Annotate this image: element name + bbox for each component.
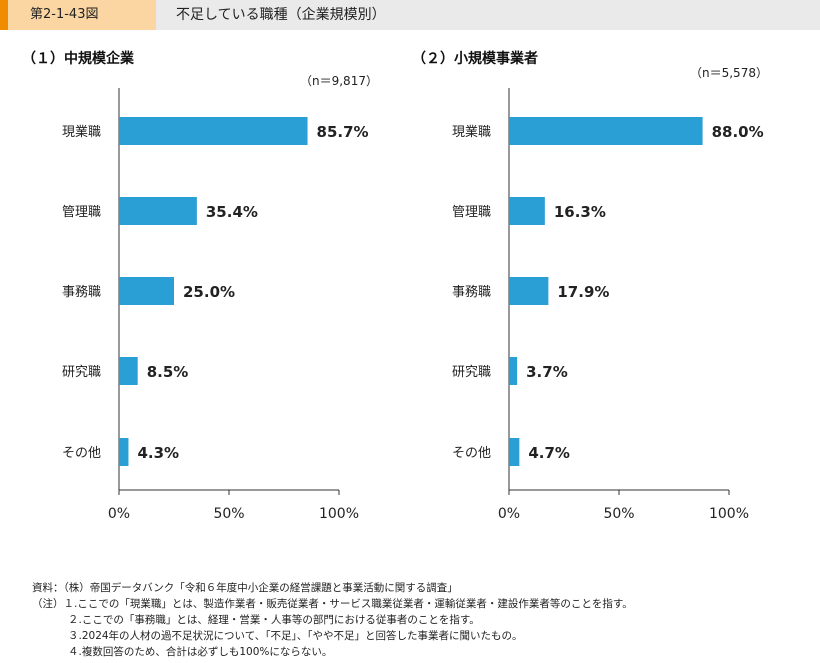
medium-value-label: 35.4% xyxy=(206,203,258,221)
note-4: ４.複数回答のため、合計は必ずしも100%にならない。 xyxy=(68,646,333,658)
medium-value-label: 4.3% xyxy=(137,444,179,462)
small-category-label: 現業職 xyxy=(452,124,491,140)
small-tick-label: 50% xyxy=(603,506,634,522)
bar-charts: 0% 50% 100% 現業職 85.7% 管理職 35.4% 事務職 25.0% 研究職 8.5%… xyxy=(62,88,764,522)
small-category-label: 管理職 xyxy=(452,205,491,220)
small-bar xyxy=(509,197,545,225)
medium-category-label: 管理職 xyxy=(62,205,101,220)
note-1: （注）１.ここでの「現業職」とは、製造作業者・販売従業者・サービス職業従業者・運… xyxy=(32,598,633,610)
medium-value-label: 8.5% xyxy=(147,363,189,381)
small-tick-label: 100% xyxy=(709,506,749,522)
small-value-label: 17.9% xyxy=(557,283,609,301)
sample-size-medium: （n＝9,817） xyxy=(300,74,378,88)
notes: 資料：（株）帝国データバンク「令和６年度中小企業の経営課題と事業活動に関する調査… xyxy=(32,580,633,660)
medium-category-label: 研究職 xyxy=(62,365,101,380)
medium-bar xyxy=(119,277,174,305)
header-accent-bar xyxy=(0,0,8,30)
note-2: ２.ここでの「事務職」とは、経理・営業・人事等の部門における従事者のことを指す。 xyxy=(68,614,480,626)
small-category-label: その他 xyxy=(452,446,491,461)
medium-bar xyxy=(119,438,129,466)
small-value-label: 16.3% xyxy=(554,203,606,221)
small-value-label: 3.7% xyxy=(526,363,568,381)
figure-header: 第2-1-43図 不足している職種（企業規模別） xyxy=(0,0,820,30)
small-category-label: 事務職 xyxy=(452,285,491,300)
medium-category-label: その他 xyxy=(62,446,101,461)
small-value-label: 4.7% xyxy=(528,444,570,462)
small-bar xyxy=(509,277,549,305)
panel-title-small: （２）小規模事業者 xyxy=(412,51,538,67)
small-value-label: 88.0% xyxy=(712,123,764,141)
medium-bar xyxy=(119,117,308,145)
medium-category-label: 現業職 xyxy=(62,124,101,140)
medium-value-label: 85.7% xyxy=(317,123,369,141)
note-3: ３.2024年の人材の過不足状況について、「不足」、「やや不足」と回答した事業者… xyxy=(68,630,523,642)
medium-tick-label: 100% xyxy=(319,506,359,522)
small-bar xyxy=(509,117,703,145)
small-category-label: 研究職 xyxy=(452,365,491,380)
medium-bar xyxy=(119,357,138,385)
small-bar xyxy=(509,438,520,466)
figure-title: 不足している職種（企業規模別） xyxy=(176,7,386,23)
medium-tick-label: 0% xyxy=(108,506,130,522)
note-source: 資料：（株）帝国データバンク「令和６年度中小企業の経営課題と事業活動に関する調査… xyxy=(32,582,458,594)
figure-number: 第2-1-43図 xyxy=(8,0,156,30)
medium-bar xyxy=(119,197,197,225)
small-tick-label: 0% xyxy=(498,506,520,522)
small-bar xyxy=(509,357,518,385)
medium-category-label: 事務職 xyxy=(62,285,101,300)
medium-tick-label: 50% xyxy=(213,506,244,522)
panel-title-medium: （１）中規模企業 xyxy=(22,51,134,67)
sample-size-small: （n＝5,578） xyxy=(690,66,768,80)
medium-value-label: 25.0% xyxy=(183,283,235,301)
